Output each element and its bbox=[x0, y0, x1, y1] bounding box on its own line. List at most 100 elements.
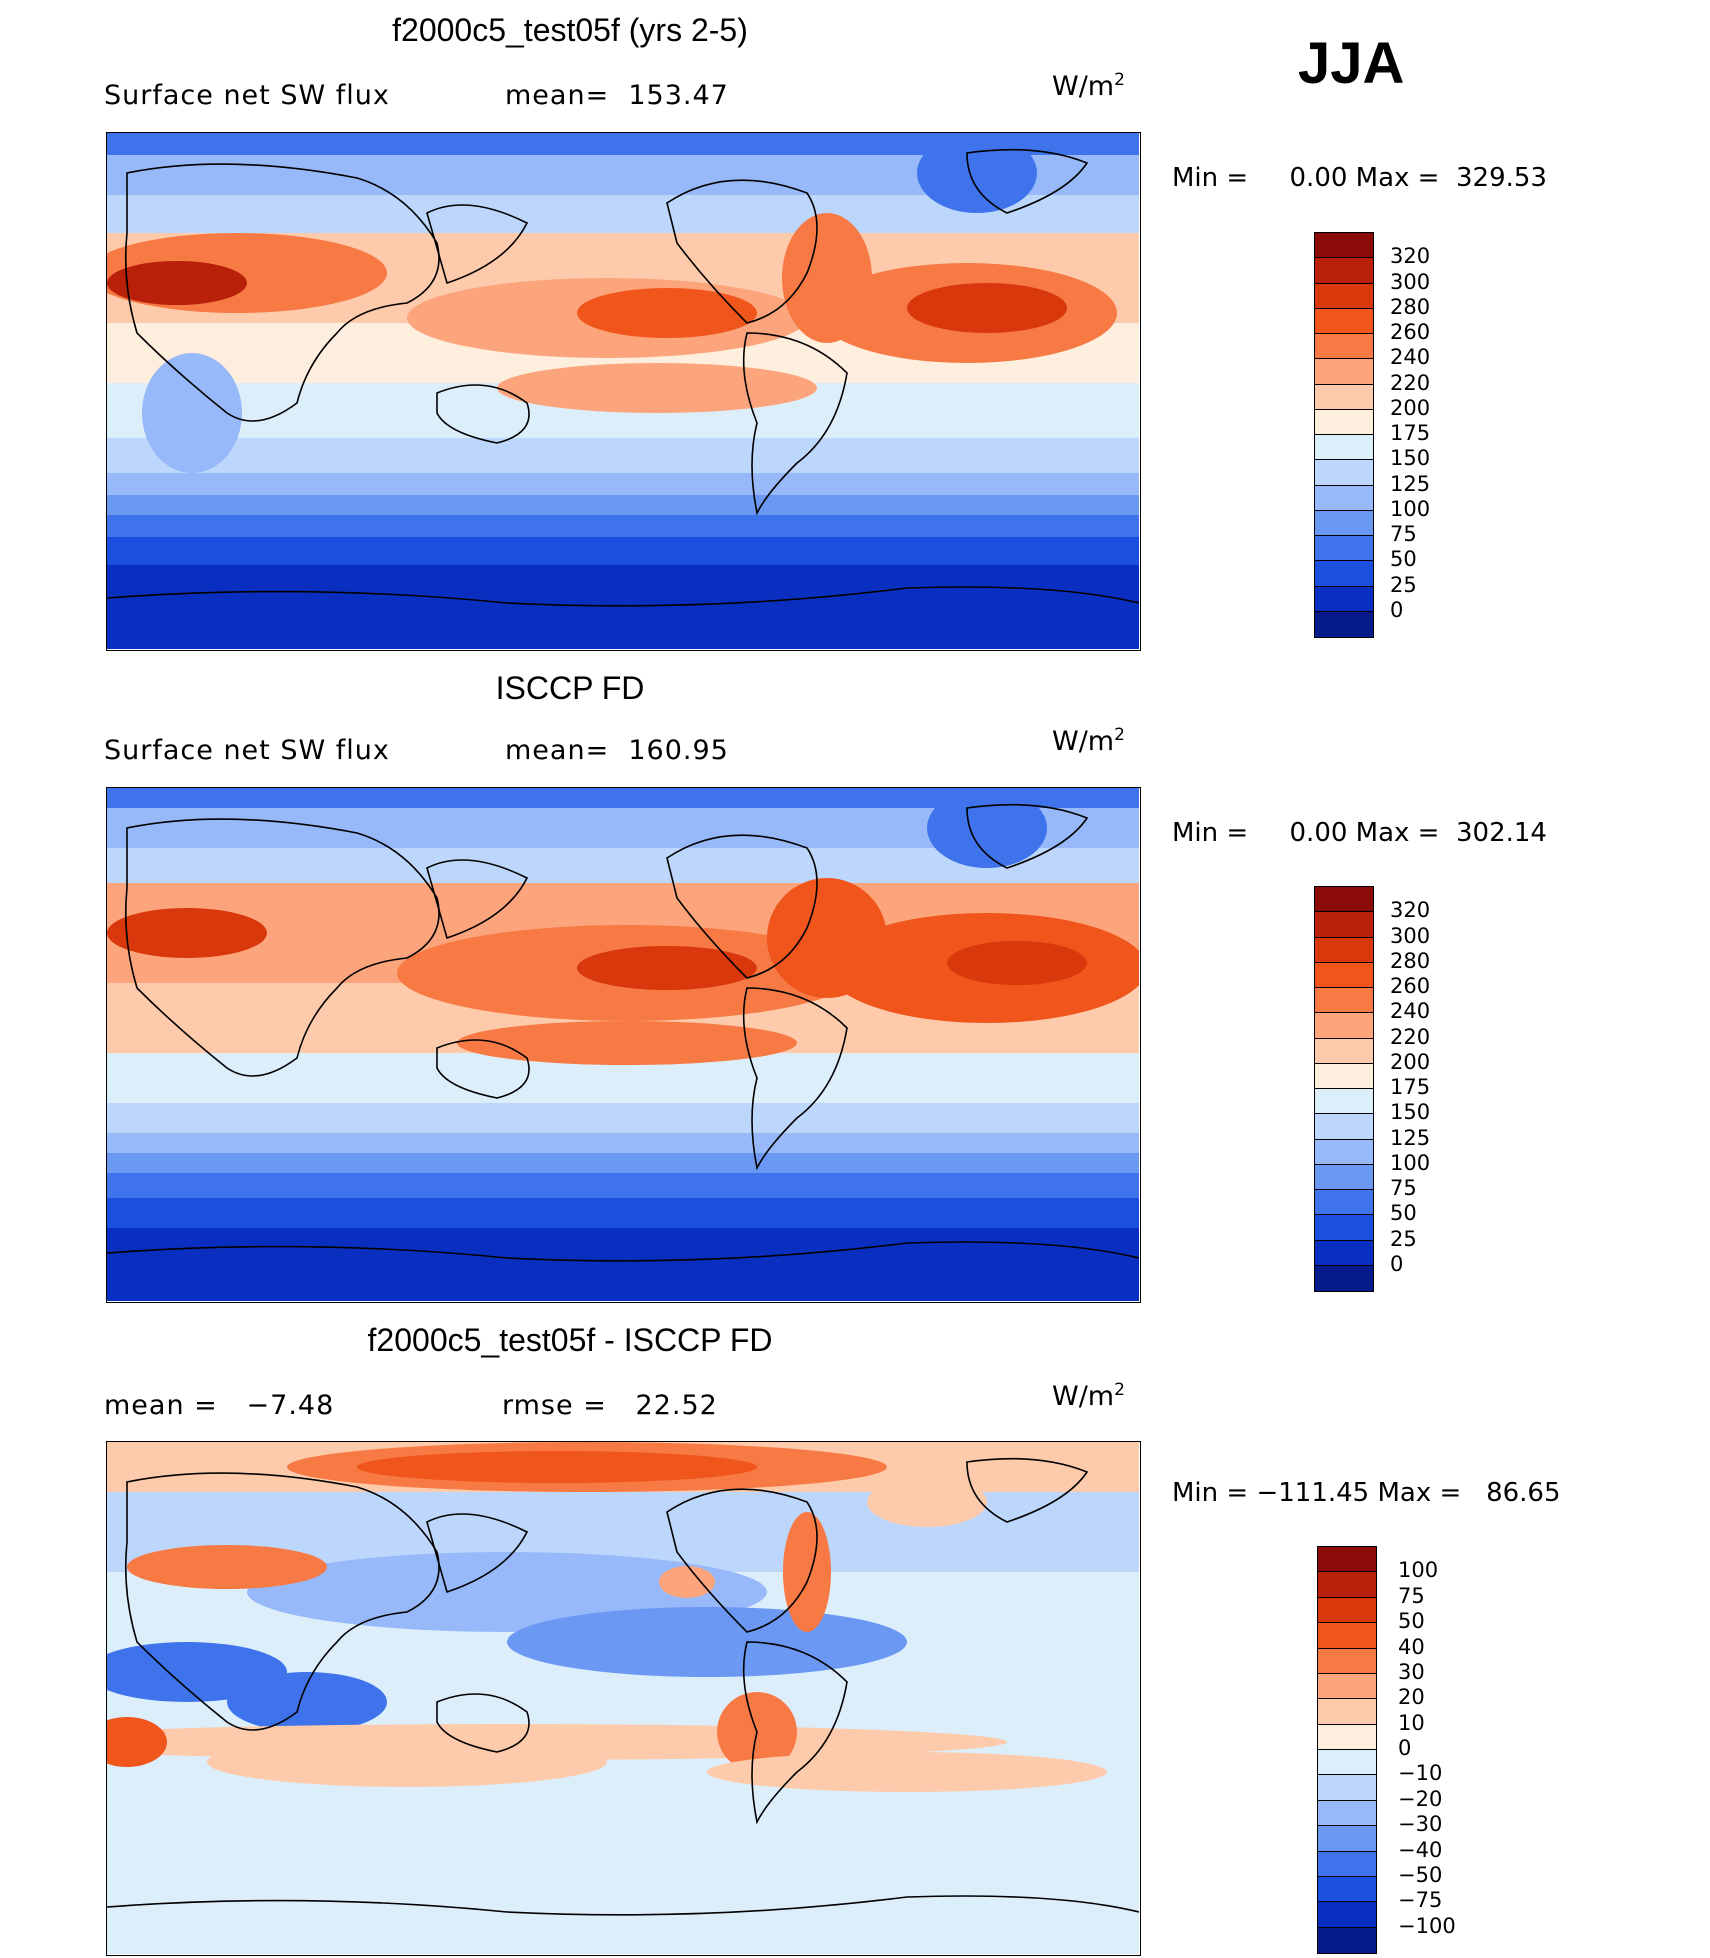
colorbar-level-label: 280 bbox=[1390, 294, 1431, 319]
colorbar-level-label: 175 bbox=[1390, 421, 1431, 445]
colorbar-level-label: 280 bbox=[1390, 948, 1431, 973]
panel1-mean-label: mean= 153.47 bbox=[505, 80, 729, 111]
panel3-minmax: Min = −111.45 Max = 86.65 bbox=[1172, 1478, 1561, 1508]
colorbar-segment bbox=[1315, 912, 1373, 938]
colorbar-level-label: −50 bbox=[1398, 1862, 1443, 1887]
colorbar-level-label: 125 bbox=[1390, 1125, 1431, 1150]
colorbar-segment bbox=[1318, 1699, 1376, 1725]
colorbar-segment bbox=[1318, 1547, 1376, 1573]
colorbar-segment bbox=[1318, 1572, 1376, 1598]
panel2-minmax: Min = 0.00 Max = 302.14 bbox=[1172, 818, 1547, 848]
panel1-map bbox=[106, 132, 1141, 651]
panel2-title: ISCCP FD bbox=[495, 670, 645, 706]
colorbar-segment bbox=[1318, 1902, 1376, 1928]
colorbar-segment bbox=[1315, 611, 1373, 637]
panel3-rmse-label: rmse = 22.52 bbox=[502, 1390, 718, 1421]
colorbar-segment bbox=[1315, 561, 1373, 587]
colorbar-segment bbox=[1315, 334, 1373, 360]
colorbar-level-label: 150 bbox=[1390, 1100, 1431, 1125]
colorbar-level-label: 175 bbox=[1390, 1075, 1431, 1099]
colorbar-segment bbox=[1315, 988, 1373, 1014]
colorbar-level-label: 200 bbox=[1390, 395, 1431, 420]
colorbar-segment bbox=[1315, 586, 1373, 612]
colorbar-segment bbox=[1315, 1038, 1373, 1064]
panel1-variable-label: Surface net SW flux bbox=[104, 80, 390, 111]
panel3-title: f2000c5_test05f - ISCCP FD bbox=[367, 1322, 773, 1358]
colorbar-segment bbox=[1315, 409, 1373, 435]
panel1-units: W/m2 bbox=[1052, 70, 1125, 102]
colorbar-segment bbox=[1315, 510, 1373, 536]
colorbar-level-label: 320 bbox=[1390, 898, 1431, 923]
colorbar-level-label: 20 bbox=[1398, 1685, 1425, 1710]
colorbar-segment bbox=[1315, 283, 1373, 309]
colorbar-level-label: −40 bbox=[1398, 1837, 1443, 1862]
colorbar-segment bbox=[1318, 1648, 1376, 1674]
colorbar-level-label: 75 bbox=[1390, 522, 1417, 546]
colorbar-level-label: 200 bbox=[1390, 1049, 1431, 1074]
colorbar-segment bbox=[1318, 1927, 1376, 1953]
colorbar-segment bbox=[1315, 1139, 1373, 1165]
panel3-colorbar-labels: 100 75 50 40 30 20 10 0 −10 −20 −30 −40 −50 −75 −100 bbox=[1398, 1546, 1498, 1954]
panel1-minmax: Min = 0.00 Max = 329.53 bbox=[1172, 163, 1547, 193]
colorbar-segment bbox=[1318, 1876, 1376, 1903]
colorbar-level-label: 75 bbox=[1390, 1176, 1417, 1200]
colorbar-segment bbox=[1315, 937, 1373, 963]
colorbar-segment bbox=[1315, 233, 1373, 259]
panel3-units: W/m2 bbox=[1052, 1380, 1125, 1412]
colorbar-level-label: −10 bbox=[1398, 1761, 1443, 1786]
colorbar-level-label: −100 bbox=[1398, 1913, 1456, 1938]
colorbar-segment bbox=[1315, 1240, 1373, 1266]
colorbar-segment bbox=[1315, 1089, 1373, 1115]
colorbar-segment bbox=[1315, 887, 1373, 913]
panel3-mean-label: mean = −7.48 bbox=[104, 1390, 335, 1421]
panel3-map bbox=[106, 1441, 1141, 1956]
colorbar-level-label: 240 bbox=[1390, 999, 1431, 1024]
colorbar-level-label: 300 bbox=[1390, 269, 1431, 294]
colorbar-segment bbox=[1315, 384, 1373, 410]
colorbar-level-label: 0 bbox=[1390, 597, 1404, 622]
colorbar-level-label: 40 bbox=[1398, 1634, 1425, 1659]
panel2-units: W/m2 bbox=[1052, 725, 1125, 757]
panel3-colorbar bbox=[1317, 1546, 1377, 1954]
colorbar-segment bbox=[1315, 536, 1373, 562]
colorbar-level-label: 260 bbox=[1390, 320, 1431, 344]
colorbar-level-label: 320 bbox=[1390, 244, 1431, 269]
colorbar-level-label: 100 bbox=[1398, 1558, 1439, 1583]
colorbar-level-label: −75 bbox=[1398, 1888, 1443, 1913]
panel2-map bbox=[106, 787, 1141, 1303]
colorbar-level-label: 220 bbox=[1390, 370, 1431, 395]
colorbar-segment bbox=[1318, 1724, 1376, 1750]
colorbar-segment bbox=[1315, 485, 1373, 511]
colorbar-segment bbox=[1315, 460, 1373, 486]
colorbar-level-label: 125 bbox=[1390, 471, 1431, 496]
colorbar-level-label: 300 bbox=[1390, 923, 1431, 948]
colorbar-level-label: 30 bbox=[1398, 1659, 1425, 1684]
colorbar-segment bbox=[1315, 1063, 1373, 1089]
colorbar-segment bbox=[1315, 962, 1373, 988]
colorbar-segment bbox=[1318, 1800, 1376, 1827]
colorbar-level-label: 220 bbox=[1390, 1024, 1431, 1049]
colorbar-segment bbox=[1318, 1750, 1376, 1776]
colorbar-segment bbox=[1315, 1215, 1373, 1241]
colorbar-level-label: −20 bbox=[1398, 1786, 1443, 1811]
panel2-colorbar bbox=[1314, 886, 1374, 1292]
season-label: JJA bbox=[1298, 31, 1405, 96]
panel2-variable-label: Surface net SW flux bbox=[104, 735, 390, 766]
colorbar-level-label: 75 bbox=[1398, 1583, 1425, 1608]
colorbar-level-label: −30 bbox=[1398, 1812, 1443, 1837]
panel1-colorbar bbox=[1314, 232, 1374, 638]
colorbar-level-label: 0 bbox=[1398, 1736, 1412, 1760]
colorbar-level-label: 10 bbox=[1398, 1710, 1425, 1735]
colorbar-level-label: 260 bbox=[1390, 974, 1431, 998]
colorbar-level-label: 25 bbox=[1390, 1226, 1417, 1251]
panel1-colorbar-labels: 320 300 280 260 240 220 200 175 150 125 100 75 50 25 0 bbox=[1390, 232, 1470, 638]
colorbar-segment bbox=[1315, 1265, 1373, 1291]
colorbar-segment bbox=[1315, 1190, 1373, 1216]
colorbar-segment bbox=[1315, 1013, 1373, 1039]
colorbar-segment bbox=[1318, 1851, 1376, 1877]
colorbar-level-label: 150 bbox=[1390, 446, 1431, 471]
colorbar-segment bbox=[1318, 1623, 1376, 1649]
panel2-mean-label: mean= 160.95 bbox=[505, 735, 729, 766]
colorbar-level-label: 50 bbox=[1390, 547, 1417, 572]
colorbar-segment bbox=[1318, 1775, 1376, 1801]
